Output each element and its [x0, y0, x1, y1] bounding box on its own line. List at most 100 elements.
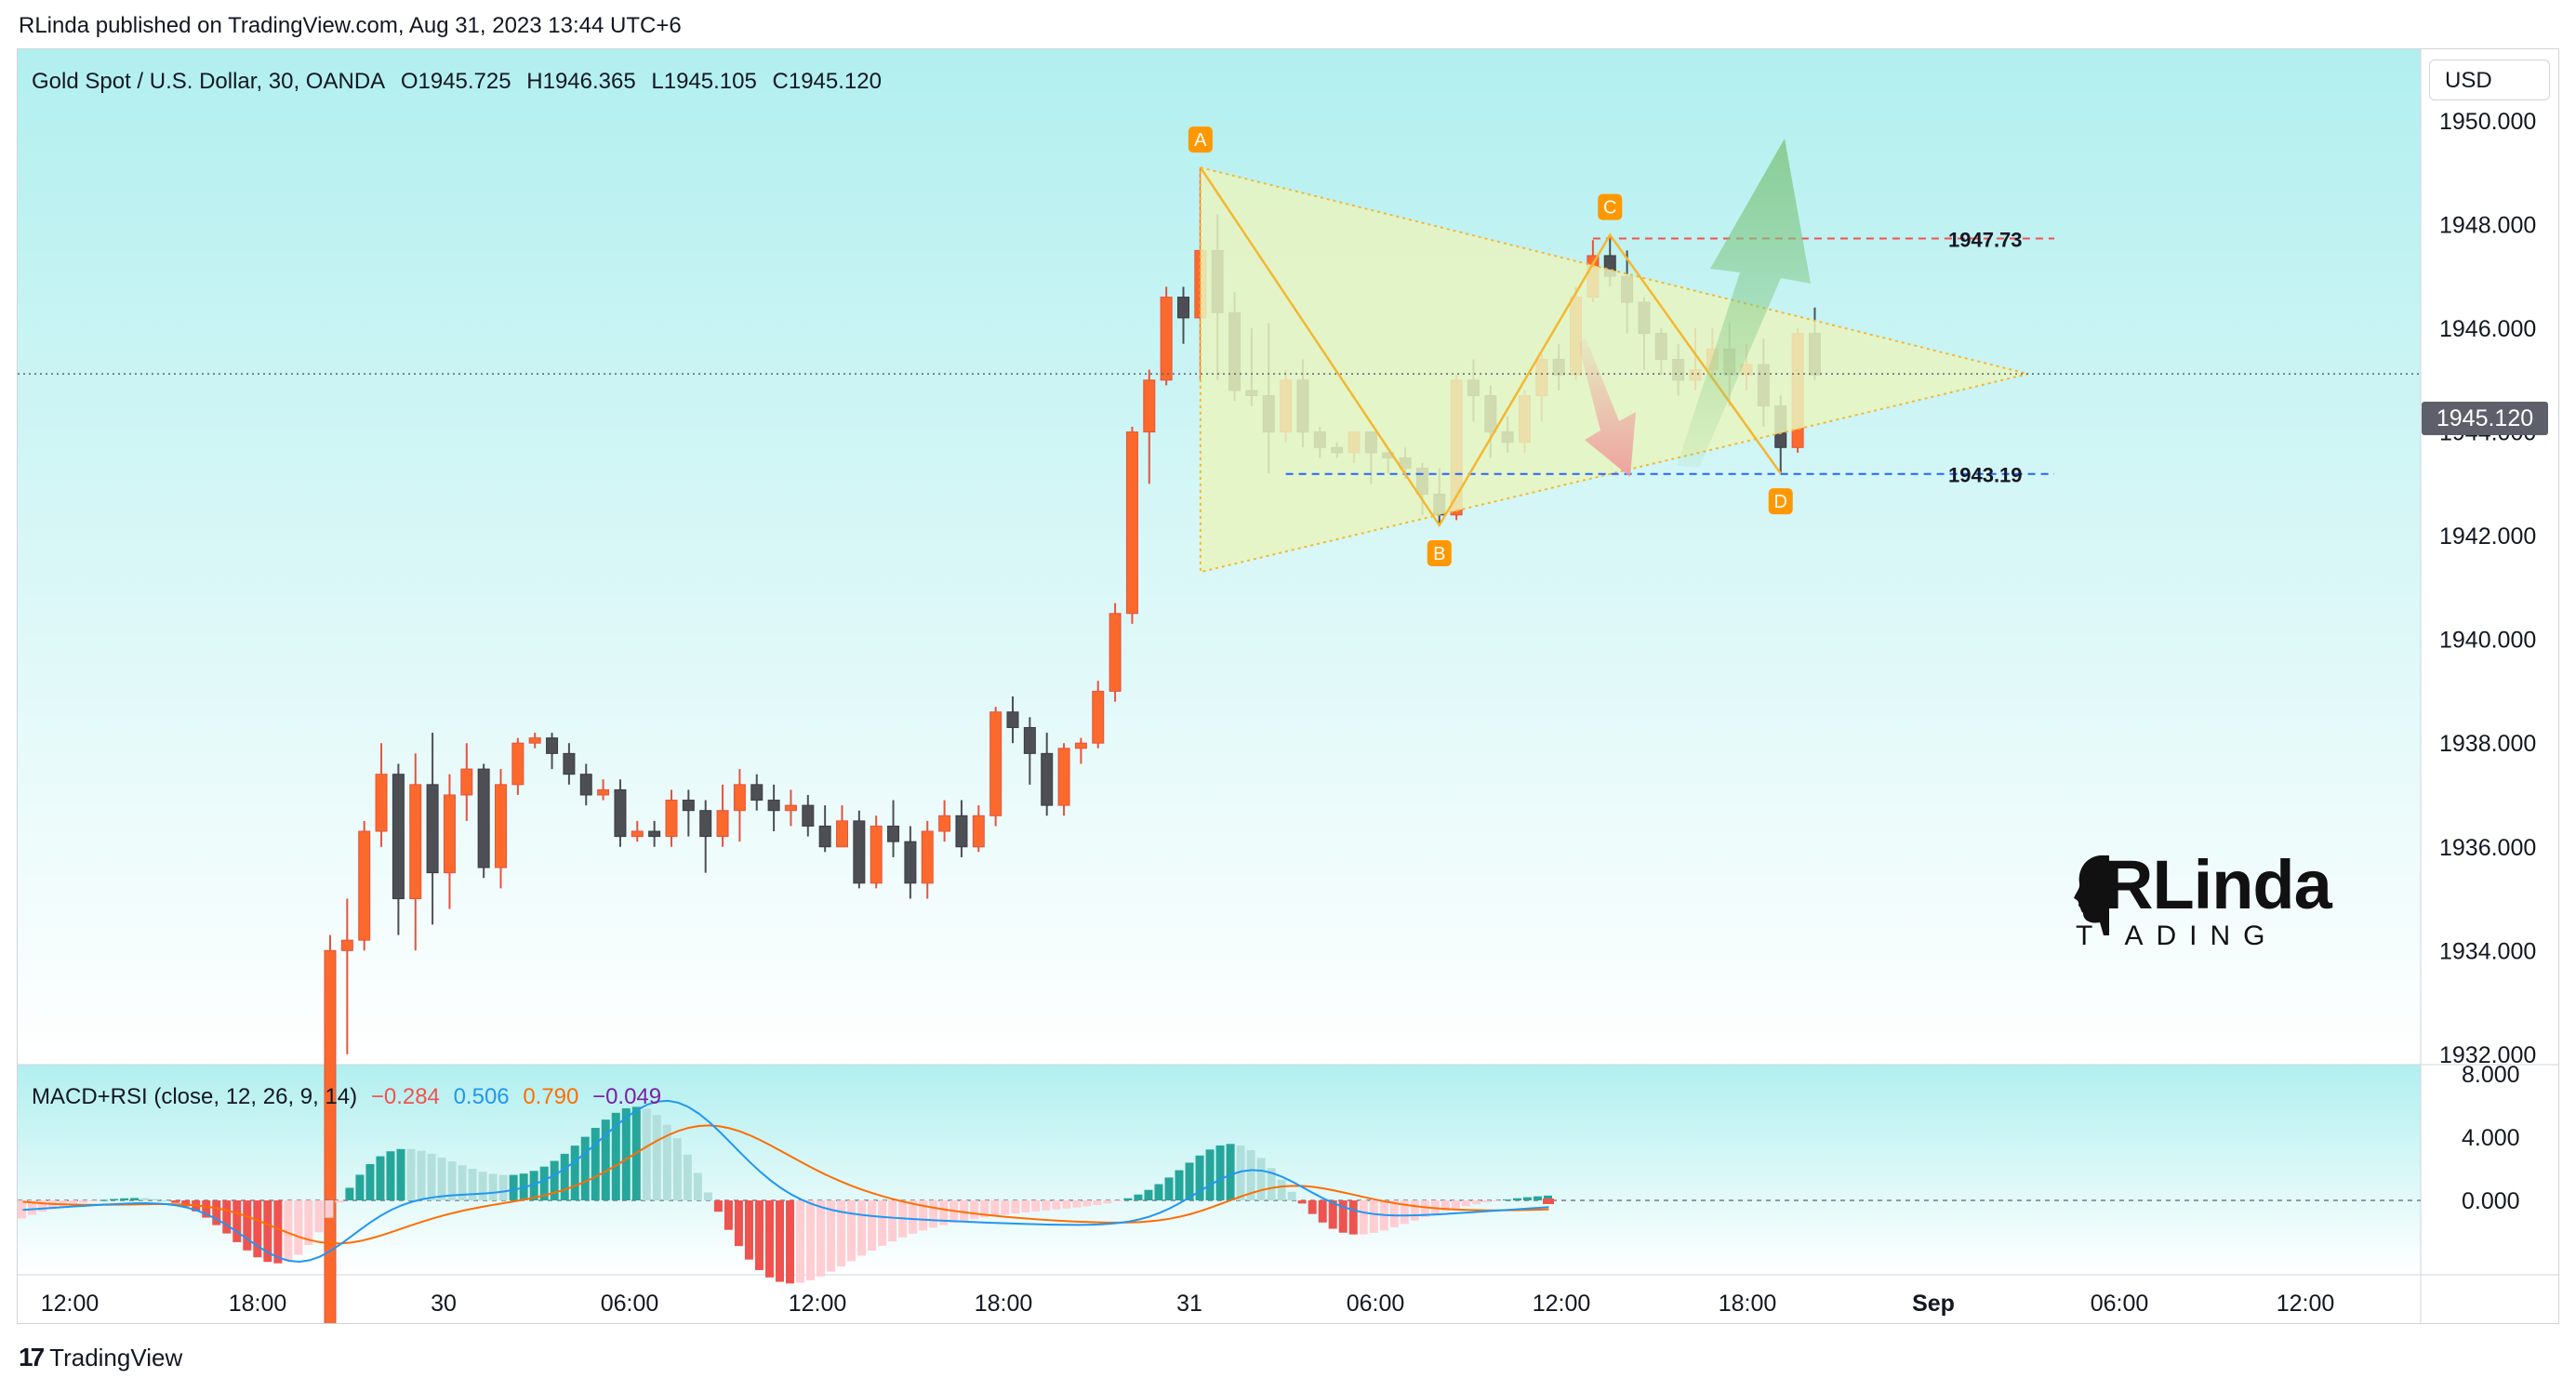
x-tick-label: 31: [1176, 1291, 1202, 1317]
candle: [750, 774, 764, 811]
macd-histogram-bar: [806, 1200, 816, 1280]
macd-histogram-bar: [478, 1172, 487, 1200]
candle-body: [1143, 379, 1156, 433]
candle-body: [563, 752, 576, 775]
candle-body: [1092, 690, 1105, 744]
candle: [426, 733, 439, 925]
pattern-point-label: B: [1433, 544, 1445, 564]
candle-body: [631, 830, 644, 838]
macd-histogram-bar: [437, 1157, 446, 1200]
candle: [340, 898, 353, 1054]
candle-body: [648, 830, 661, 838]
bullish-arrow-icon: [1677, 139, 1811, 468]
macd-histogram-bar: [591, 1128, 600, 1200]
macd-histogram-bar: [1441, 1200, 1450, 1212]
macd-histogram-bar: [130, 1198, 139, 1200]
macd-histogram-bar: [406, 1148, 416, 1200]
currency-button[interactable]: USD: [2429, 60, 2550, 100]
macd-histogram-bar: [744, 1200, 753, 1260]
macd-histogram-bar: [560, 1153, 569, 1200]
macd-histogram-bar: [868, 1200, 877, 1251]
x-tick-label: 30: [431, 1291, 457, 1317]
pattern-point-badge: [1598, 193, 1623, 220]
macd-histogram-bar: [847, 1200, 856, 1262]
candle-body: [1109, 613, 1122, 692]
macd-histogram-bar: [345, 1187, 354, 1200]
candle-body: [989, 711, 1003, 816]
macd-histogram-bar: [509, 1174, 518, 1200]
candle-body: [682, 800, 695, 812]
macd-value-2: 0.506: [453, 1084, 510, 1109]
macd-histogram-bar: [1011, 1200, 1020, 1214]
candle: [1023, 717, 1036, 785]
candle-body: [784, 804, 797, 812]
macd-histogram-bar: [672, 1138, 682, 1200]
candle-body: [375, 774, 388, 832]
macd-histogram-bar: [386, 1151, 395, 1200]
y-tick-label: 1940.000: [2439, 628, 2536, 654]
symbol-name: Gold Spot / U.S. Dollar, 30, OANDA: [32, 69, 386, 94]
candle-body: [1006, 711, 1019, 728]
candle: [443, 774, 456, 909]
macd-histogram-bar: [580, 1136, 590, 1200]
candle-body: [887, 825, 900, 842]
candle-body: [528, 737, 541, 744]
macd-histogram-bar: [1461, 1200, 1470, 1207]
macd-histogram-bar: [1328, 1200, 1337, 1229]
candle: [392, 763, 405, 935]
candle: [597, 779, 610, 801]
macd-histogram-bar: [1215, 1145, 1225, 1200]
macd-histogram-bar: [827, 1200, 836, 1272]
macd-histogram-bar: [284, 1200, 293, 1262]
macd-histogram-bar: [837, 1200, 846, 1267]
abcd-pattern-line: [1199, 166, 1782, 528]
candle: [324, 934, 337, 1323]
candle-body: [460, 768, 473, 796]
footer-brand[interactable]: 17 TradingView: [19, 1343, 182, 1372]
logo-sub-text: T ADING: [2076, 921, 2278, 951]
macd-histogram-bar: [325, 1200, 334, 1218]
macd-histogram-bar: [304, 1200, 313, 1246]
candle: [1057, 743, 1070, 816]
x-tick-label: 06:00: [1347, 1291, 1405, 1317]
candle-body: [1023, 726, 1036, 754]
macd-histogram-bar: [529, 1171, 538, 1200]
macd-histogram-bar: [683, 1154, 692, 1200]
chart-frame[interactable]: 1950.0001948.0001946.0001944.0001942.000…: [17, 48, 2559, 1324]
macd-value-3: 0.790: [523, 1084, 579, 1109]
macd-histogram-bar: [878, 1200, 887, 1246]
candle: [1074, 737, 1087, 764]
macd-histogram-bar: [1348, 1200, 1358, 1235]
macd-histogram-bar: [1277, 1179, 1286, 1200]
macd-histogram-bar: [273, 1200, 283, 1264]
high-value: H1946.365: [526, 69, 636, 94]
price-chart[interactable]: 1950.0001948.0001946.0001944.0001942.000…: [18, 49, 2559, 1324]
macd-histogram-bar: [243, 1200, 252, 1251]
macd-histogram-bar: [1113, 1200, 1122, 1201]
macd-histogram-bar: [980, 1200, 989, 1218]
candle: [358, 820, 371, 951]
macd-histogram-bar: [990, 1200, 1000, 1216]
macd-histogram-bar: [1287, 1191, 1296, 1200]
macd-histogram-bar: [1389, 1200, 1399, 1227]
macd-histogram-bar: [1451, 1200, 1460, 1209]
candle: [614, 779, 627, 847]
macd-histogram-bar: [1492, 1200, 1501, 1201]
macd-histogram-bar: [1195, 1155, 1204, 1200]
macd-histogram-bar: [1103, 1200, 1112, 1204]
macd-histogram-bar: [1430, 1200, 1440, 1214]
macd-histogram-bar: [1359, 1200, 1368, 1235]
macd-histogram-bar: [151, 1199, 160, 1200]
macd-histogram-bar: [817, 1200, 826, 1277]
bearish-arrow-icon: [1578, 338, 1636, 477]
macd-histogram-bar: [1042, 1200, 1051, 1211]
candle: [921, 820, 934, 899]
candle: [409, 753, 422, 951]
candle: [716, 784, 729, 847]
macd-histogram-bar: [796, 1200, 805, 1283]
macd-line: [22, 1099, 1549, 1263]
pattern-point-badge: [1188, 126, 1213, 153]
macd-histogram-bar: [1226, 1144, 1235, 1200]
macd-histogram-bar: [713, 1200, 723, 1212]
macd-histogram-bar: [1400, 1200, 1409, 1225]
